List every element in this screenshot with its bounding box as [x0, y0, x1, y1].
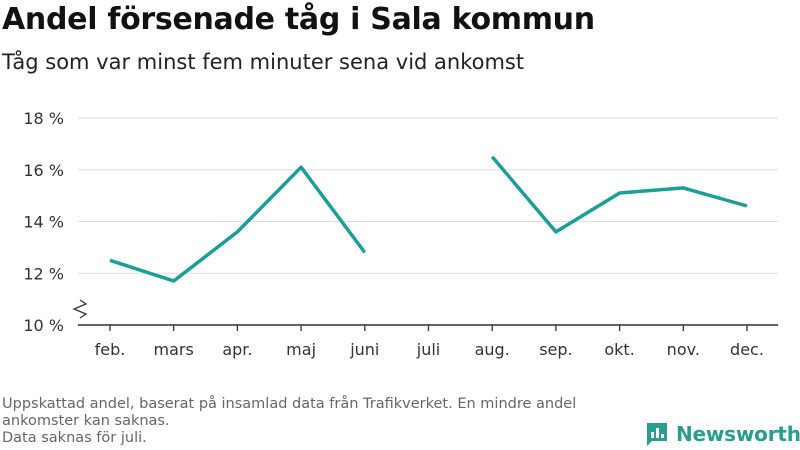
- x-tick-label: maj: [286, 340, 316, 359]
- newsworthy-logo-icon: [647, 423, 667, 446]
- axis-break-icon: [72, 299, 88, 319]
- y-tick-label: 10 %: [23, 316, 64, 335]
- brand-name: Newsworthy: [676, 422, 800, 446]
- footnote-line-3: Data saknas för juli.: [2, 430, 147, 446]
- series-line-segment: [490, 155, 748, 234]
- x-tick-label: apr.: [222, 340, 252, 359]
- x-tick-label: juni: [349, 340, 379, 359]
- footnote-line-2: ankomster kan saknas.: [2, 413, 170, 429]
- series-line-segment: [109, 165, 367, 283]
- y-tick-label: 16 %: [23, 161, 64, 180]
- x-tick-label: sep.: [539, 340, 572, 359]
- x-tick-label: juli: [416, 340, 440, 359]
- x-tick-label: aug.: [475, 340, 510, 359]
- x-tick-label: dec.: [730, 340, 764, 359]
- line-chart: 10 % 12 % 14 % 16 % 18 % feb. mars apr. maj juni…: [23, 109, 778, 359]
- y-axis: 10 % 12 % 14 % 16 % 18 %: [23, 109, 64, 335]
- y-tick-label: 18 %: [23, 109, 64, 128]
- chart-title: Andel försenade tåg i Sala kommun: [2, 2, 595, 37]
- gridlines: [78, 117, 778, 274]
- x-tick-label: nov.: [667, 340, 700, 359]
- y-tick-label: 12 %: [23, 264, 64, 283]
- footnote: Uppskattad andel, baserat på insamlad da…: [2, 396, 642, 447]
- brand: Newsworthy: [644, 420, 800, 448]
- x-tick-label: mars: [154, 340, 194, 359]
- y-tick-label: 14 %: [23, 213, 64, 232]
- series-lines: [109, 155, 748, 283]
- footnote-line-1: Uppskattad andel, baserat på insamlad da…: [2, 396, 577, 412]
- chart-subtitle: Tåg som var minst fem minuter sena vid a…: [2, 50, 525, 74]
- x-tick-label: feb.: [95, 340, 126, 359]
- x-tick-label: okt.: [604, 340, 634, 359]
- x-axis: feb. mars apr. maj juni juli aug. sep. okt. nov. d…: [72, 299, 778, 359]
